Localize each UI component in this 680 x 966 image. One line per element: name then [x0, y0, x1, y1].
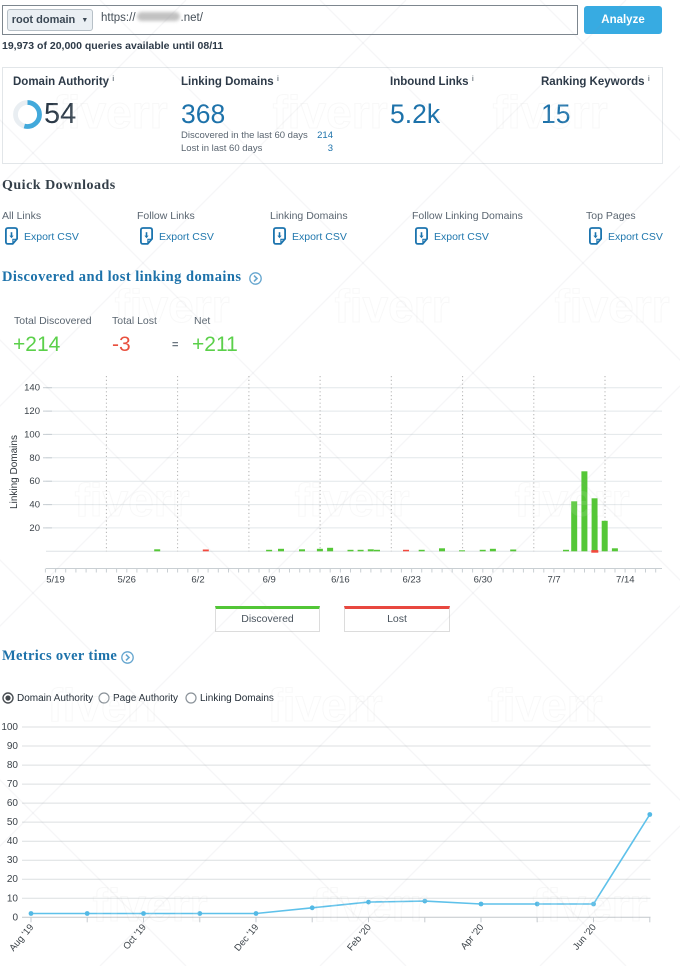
svg-text:60: 60 [7, 798, 19, 809]
svg-text:7/14: 7/14 [616, 575, 635, 586]
svg-text:6/23: 6/23 [402, 575, 421, 586]
svg-text:120: 120 [24, 406, 40, 417]
svg-text:Dec '19: Dec '19 [232, 922, 261, 954]
svg-text:40: 40 [29, 500, 40, 511]
svg-text:5/26: 5/26 [117, 575, 136, 586]
svg-text:6/30: 6/30 [474, 575, 493, 586]
svg-text:Jun '20: Jun '20 [571, 922, 599, 952]
svg-text:70: 70 [7, 779, 19, 790]
svg-text:30: 30 [7, 855, 19, 866]
svg-text:50: 50 [7, 817, 19, 828]
svg-text:0: 0 [12, 912, 18, 923]
svg-text:6/9: 6/9 [263, 575, 276, 586]
svg-text:fiverr: fiverr [334, 280, 449, 332]
svg-text:60: 60 [29, 476, 40, 487]
svg-text:40: 40 [7, 836, 19, 847]
svg-text:Apr '20: Apr '20 [459, 922, 487, 952]
svg-text:90: 90 [7, 741, 19, 752]
svg-text:Aug '19: Aug '19 [7, 922, 36, 954]
svg-text:100: 100 [24, 429, 40, 440]
svg-text:80: 80 [7, 760, 19, 771]
svg-text:10: 10 [7, 893, 19, 904]
svg-text:7/7: 7/7 [547, 575, 560, 586]
svg-text:5/19: 5/19 [46, 575, 65, 586]
svg-text:20: 20 [29, 523, 40, 534]
svg-text:6/2: 6/2 [191, 575, 204, 586]
svg-text:Linking Domains: Linking Domains [9, 435, 20, 509]
svg-text:fiverr: fiverr [554, 280, 669, 332]
svg-text:20: 20 [7, 874, 19, 885]
svg-text:6/16: 6/16 [331, 575, 350, 586]
svg-text:Oct '19: Oct '19 [121, 922, 149, 952]
svg-text:100: 100 [1, 722, 18, 733]
svg-text:80: 80 [29, 453, 40, 464]
svg-text:Feb '20: Feb '20 [345, 922, 374, 953]
svg-text:140: 140 [24, 383, 40, 394]
